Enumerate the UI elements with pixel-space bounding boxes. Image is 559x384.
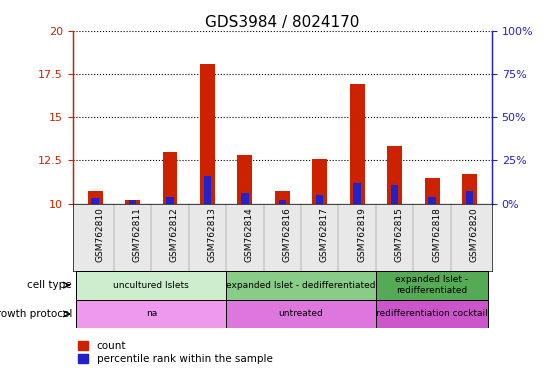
Bar <box>275 192 290 204</box>
Text: GSM762811: GSM762811 <box>132 207 141 262</box>
Bar <box>238 155 252 204</box>
Text: GSM762810: GSM762810 <box>95 207 104 262</box>
Bar <box>77 300 226 328</box>
Bar <box>226 271 376 300</box>
Text: redifferentiation cocktail: redifferentiation cocktail <box>376 310 488 318</box>
Bar <box>312 159 327 204</box>
Text: expanded Islet -
redifferentiated: expanded Islet - redifferentiated <box>395 275 468 295</box>
Bar <box>462 174 477 204</box>
Bar <box>129 200 136 204</box>
Text: cell type: cell type <box>27 280 72 290</box>
Bar <box>376 271 488 300</box>
Bar <box>226 300 376 328</box>
Bar <box>391 185 399 204</box>
Text: GSM762817: GSM762817 <box>320 207 329 262</box>
Text: expanded Islet - dedifferentiated: expanded Islet - dedifferentiated <box>226 281 376 290</box>
Bar <box>91 198 99 204</box>
Bar <box>200 63 215 204</box>
Text: growth protocol: growth protocol <box>0 309 72 319</box>
Bar <box>125 200 140 204</box>
Text: GSM762820: GSM762820 <box>470 207 479 262</box>
Bar <box>278 200 286 204</box>
Text: GSM762812: GSM762812 <box>170 207 179 262</box>
Bar <box>353 183 361 204</box>
Bar <box>163 152 178 204</box>
Text: untreated: untreated <box>278 310 324 318</box>
Text: uncultured Islets: uncultured Islets <box>113 281 189 290</box>
Text: GSM762815: GSM762815 <box>395 207 404 262</box>
Text: na: na <box>146 310 157 318</box>
Bar <box>350 84 364 204</box>
Bar <box>424 177 439 204</box>
Bar <box>316 195 324 204</box>
Text: GSM762819: GSM762819 <box>357 207 366 262</box>
Bar <box>77 271 226 300</box>
Bar <box>241 193 249 204</box>
Legend: count, percentile rank within the sample: count, percentile rank within the sample <box>78 341 272 364</box>
Bar <box>466 192 473 204</box>
Text: GSM762818: GSM762818 <box>432 207 441 262</box>
Bar <box>166 197 174 204</box>
Bar <box>376 300 488 328</box>
Bar <box>428 197 436 204</box>
Text: GSM762816: GSM762816 <box>282 207 291 262</box>
Text: GSM762813: GSM762813 <box>207 207 216 262</box>
Bar <box>387 146 402 204</box>
Bar <box>203 176 211 204</box>
Bar <box>88 192 103 204</box>
Title: GDS3984 / 8024170: GDS3984 / 8024170 <box>205 15 359 30</box>
Text: GSM762814: GSM762814 <box>245 207 254 262</box>
